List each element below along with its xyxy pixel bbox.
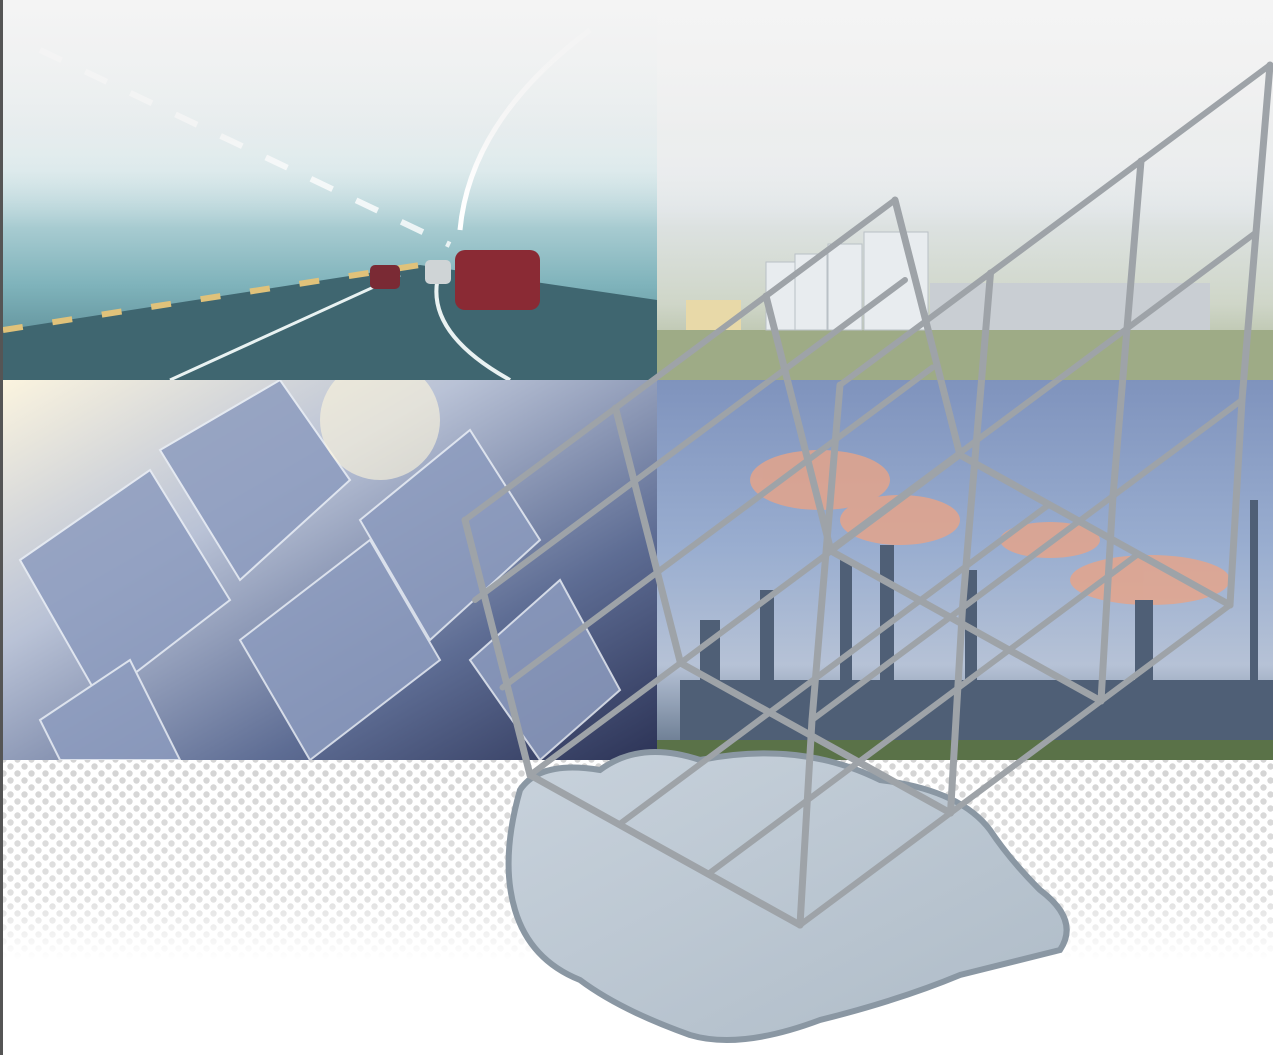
wire <box>705 551 1142 877</box>
wire <box>891 196 964 459</box>
wire <box>1097 492 1117 705</box>
wire <box>947 604 966 817</box>
wire <box>796 716 816 929</box>
left-edge <box>0 0 3 1055</box>
wire <box>612 404 684 667</box>
wire <box>1226 396 1246 609</box>
wire <box>959 269 994 612</box>
wire <box>808 381 844 724</box>
wire <box>1238 61 1273 404</box>
wire <box>823 229 1259 556</box>
wire <box>677 659 954 817</box>
tunnel-photo <box>3 0 657 380</box>
wire <box>956 451 1234 609</box>
wire <box>1109 157 1145 500</box>
wire <box>526 771 804 929</box>
wire <box>827 547 1105 705</box>
wire <box>461 516 534 779</box>
wire <box>462 197 898 523</box>
silo-photo <box>657 0 1273 380</box>
wire <box>472 277 908 603</box>
wire <box>837 62 1273 388</box>
wire <box>809 397 1245 723</box>
wire <box>616 501 1053 828</box>
solar-photo <box>3 380 657 760</box>
wire <box>762 292 835 555</box>
wire <box>499 364 936 691</box>
wire-tray <box>461 61 1273 929</box>
wire <box>797 602 1233 928</box>
